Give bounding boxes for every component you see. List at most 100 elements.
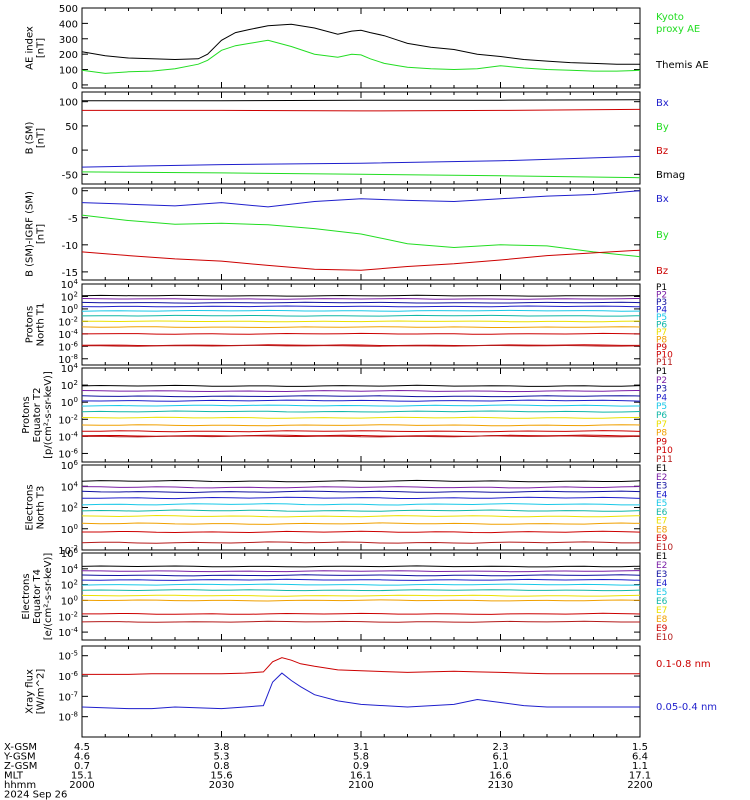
legend-label: P8 — [656, 336, 667, 346]
channel-line — [81, 589, 641, 592]
y-tick-label: 0 — [72, 146, 78, 157]
y-tick-label: 10-6 — [58, 670, 78, 683]
channel-line — [81, 416, 641, 419]
panel-pE: 104 102 100 10-2 10-4 10-6 Protons Equator T2 [p… — [21, 362, 673, 465]
channel-line — [81, 479, 641, 483]
y-tick-label: 10-2 — [58, 413, 78, 426]
legend-label: proxy AE — [656, 24, 700, 35]
channel-line — [81, 509, 641, 512]
channel-line — [81, 496, 641, 500]
channel-line — [81, 620, 640, 623]
date-label: 2024 Sep 26 — [4, 790, 67, 800]
legend-label: P1 — [656, 367, 667, 377]
row-value: 0.8 — [214, 761, 230, 772]
legend-label: 0.05-0.4 nm — [656, 702, 717, 713]
row-value: 5.3 — [214, 752, 230, 763]
panel-bigrf: 0 -5 -10 -15 B (SM)-IGRF (SM) [nT] Bx By Bz — [25, 187, 669, 281]
y-tick-label: 102 — [61, 290, 78, 303]
series-line — [81, 39, 641, 74]
y-tick-label: 400 — [59, 19, 78, 30]
panel-frame — [81, 7, 641, 89]
y-tick-label: 50 — [65, 122, 78, 133]
channel-line — [81, 578, 641, 581]
y-axis-title: B (SM) — [25, 121, 36, 154]
row-value: 4.5 — [74, 742, 90, 753]
legend-label: P7 — [656, 328, 667, 338]
row-value: 16.1 — [350, 771, 372, 782]
legend-label: E6 — [656, 597, 668, 607]
channel-line — [81, 301, 641, 304]
y-tick-label: 100 — [59, 98, 78, 109]
legend-label: E9 — [656, 534, 668, 544]
legend-label: Bx — [656, 194, 669, 205]
channel-line — [81, 294, 641, 297]
legend-label: Bx — [656, 98, 669, 109]
y-tick-label: 106 — [61, 459, 79, 472]
channel-line — [81, 490, 641, 494]
panel-bsm: -50 0 50 100 B (SM) [nT] Bx By Bz Bmag — [25, 91, 685, 185]
legend-label: E5 — [656, 588, 667, 598]
y-tick-label: 10-8 — [58, 711, 78, 724]
legend-label: E3 — [656, 482, 667, 492]
y-axis-title: [nT] — [36, 128, 47, 148]
row-value: 5.8 — [353, 752, 369, 763]
y-tick-label: -50 — [62, 170, 78, 181]
legend-label: P6 — [656, 411, 667, 421]
legend-label: P4 — [656, 306, 667, 316]
legend-label: P3 — [656, 385, 667, 395]
y-tick-label: 104 — [61, 362, 79, 375]
y-tick-label: 104 — [61, 563, 79, 576]
legend-label: E6 — [656, 508, 668, 518]
legend-label: Bz — [656, 266, 668, 277]
legend-label: P2 — [656, 291, 667, 301]
channel-line — [81, 314, 641, 317]
row-value: 2030 — [209, 780, 234, 791]
row-value: 3.8 — [214, 742, 230, 753]
y-axis-title: North T1 — [36, 303, 47, 347]
y-tick-label: -10 — [62, 241, 78, 252]
legend-label: E2 — [656, 561, 667, 571]
channel-line — [81, 344, 641, 347]
legend-label: E8 — [656, 525, 668, 535]
row-value: 6.4 — [632, 752, 648, 763]
legend-label: Bmag — [656, 170, 685, 181]
legend-label: P3 — [656, 298, 667, 308]
series-line — [81, 190, 641, 208]
legend-label: E4 — [656, 490, 668, 500]
channel-line — [81, 599, 641, 602]
channel-line — [81, 594, 641, 597]
channel-line — [81, 332, 641, 335]
channel-line — [81, 541, 641, 544]
panel-frame — [81, 645, 641, 738]
legend-label: P5 — [656, 402, 667, 412]
y-tick-label: 100 — [61, 523, 78, 536]
y-tick-label: 200 — [59, 50, 78, 61]
y-axis-title: [e/(cm²-s-sr-keV)] — [43, 553, 54, 641]
series-line — [82, 657, 640, 675]
row-label: MLT — [4, 771, 24, 782]
channel-line — [81, 435, 641, 438]
time-axis-table: X-GSM 4.5 3.8 3.1 2.3 1.5 Y-GSM 4.6 5.3 5.8 6.1 6.4… — [3, 742, 653, 800]
legend-label: P4 — [656, 393, 667, 403]
row-value: 16.6 — [489, 771, 511, 782]
y-axis-title: Electrons — [21, 573, 32, 619]
row-value: 1.0 — [493, 761, 509, 772]
channel-line — [81, 404, 641, 407]
row-label: X-GSM — [4, 742, 37, 753]
y-axis-title: B (SM)-IGRF (SM) — [25, 191, 36, 277]
panel-xray: 10-5 10-6 10-7 10-8 Xray flux [W/m^2] 0.1-0.8 … — [25, 645, 717, 738]
series-line — [81, 214, 641, 258]
series-line — [81, 249, 641, 271]
legend-label: E1 — [656, 552, 667, 562]
y-tick-label: 10-6 — [58, 340, 78, 353]
row-value: 3.1 — [353, 742, 369, 753]
legend-label: P9 — [656, 343, 667, 353]
row-value: 1.1 — [632, 761, 648, 772]
legend-label: P11 — [656, 455, 673, 465]
channel-line — [81, 410, 641, 413]
legend-label: E3 — [656, 570, 667, 580]
y-tick-label: 500 — [59, 4, 78, 15]
y-tick-label: 102 — [61, 579, 78, 592]
legend-label: E4 — [656, 579, 668, 589]
